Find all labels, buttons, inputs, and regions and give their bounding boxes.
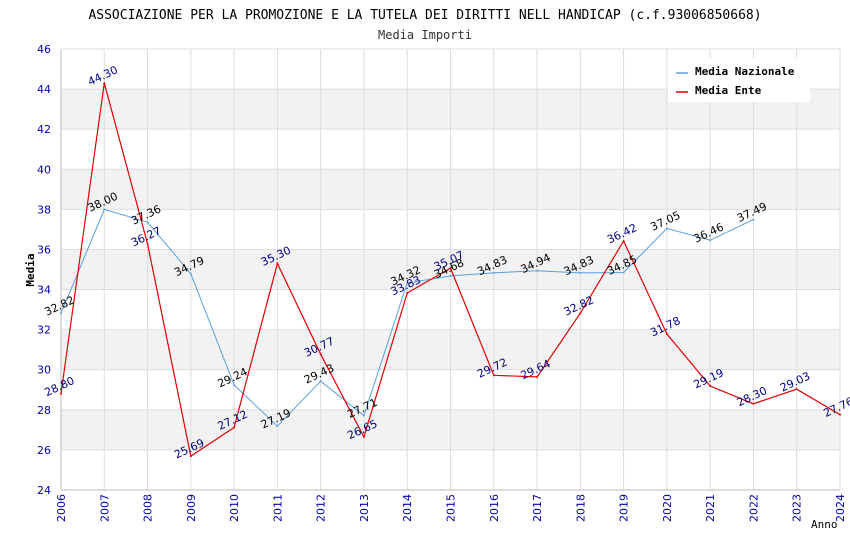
data-point [406,291,409,294]
data-point [752,402,755,405]
y-tick-label: 36 [37,243,51,256]
data-point [406,282,409,285]
data-point [536,269,539,272]
x-tick-label: 2017 [531,494,544,522]
data-point [103,82,106,85]
data-point [189,455,192,458]
data-point [492,374,495,377]
y-tick-label: 28 [37,404,51,417]
x-tick-label: 2012 [315,494,328,522]
data-point [276,262,279,265]
data-point [319,353,322,356]
data-point [795,388,798,391]
data-point [622,271,625,274]
data-point [709,239,712,242]
y-tick-label: 26 [37,444,51,457]
legend-box [668,58,810,102]
x-tick-label: 2016 [488,494,501,522]
data-point [362,414,365,417]
data-point [536,375,539,378]
x-tick-label: 2007 [98,494,111,522]
x-tick-label: 2008 [142,494,155,522]
x-tick-label: 2021 [704,494,717,522]
x-tick-label: 2013 [358,494,371,522]
y-axis-label: Media [24,253,37,286]
x-tick-label: 2022 [747,494,760,522]
y-tick-label: 24 [37,484,51,497]
y-tick-label: 34 [37,284,51,297]
x-tick-label: 2010 [228,494,241,522]
x-tick-label: 2024 [834,494,847,522]
data-point [579,271,582,274]
data-point [60,312,62,315]
legend: Media Nazionale Media Ente [668,58,810,102]
chart-subtitle: Media Importi [378,28,472,42]
y-tick-label: 40 [37,163,51,176]
y-tick-label: 42 [37,123,51,136]
x-tick-label: 2011 [271,494,284,522]
data-point [146,221,149,224]
data-point [233,383,236,386]
y-tick-label: 46 [37,43,51,56]
x-tick-label: 2006 [55,494,68,522]
data-point [752,218,755,221]
data-point [189,272,192,275]
data-point [103,208,106,211]
data-point [579,312,582,315]
x-tick-label: 2019 [618,494,631,522]
x-axis-label: Anno [811,518,838,531]
data-point [449,274,452,277]
y-tick-label: 44 [37,83,51,96]
x-tick-label: 2018 [574,494,587,522]
legend-label-ente: Media Ente [695,84,762,97]
data-point [146,243,149,246]
data-point [665,333,668,336]
legend-label-nazionale: Media Nazionale [695,65,795,78]
y-tick-label: 30 [37,364,51,377]
data-point [233,426,236,429]
data-point [362,435,365,438]
data-point [665,227,668,230]
chart-title: ASSOCIAZIONE PER LA PROMOZIONE E LA TUTE… [88,8,761,23]
data-point [492,271,495,274]
data-point [276,425,279,428]
data-point [709,384,712,387]
x-tick-label: 2015 [445,494,458,522]
x-tick-label: 2009 [185,494,198,522]
y-tick-label: 32 [37,324,51,337]
data-point [449,267,452,270]
data-point [622,240,625,243]
data-point [839,413,841,416]
data-point [319,380,322,383]
x-tick-label: 2023 [791,494,804,522]
data-point [60,392,62,395]
x-tick-label: 2020 [661,494,674,522]
x-tick-label: 2014 [401,494,414,522]
y-tick-label: 38 [37,203,51,216]
